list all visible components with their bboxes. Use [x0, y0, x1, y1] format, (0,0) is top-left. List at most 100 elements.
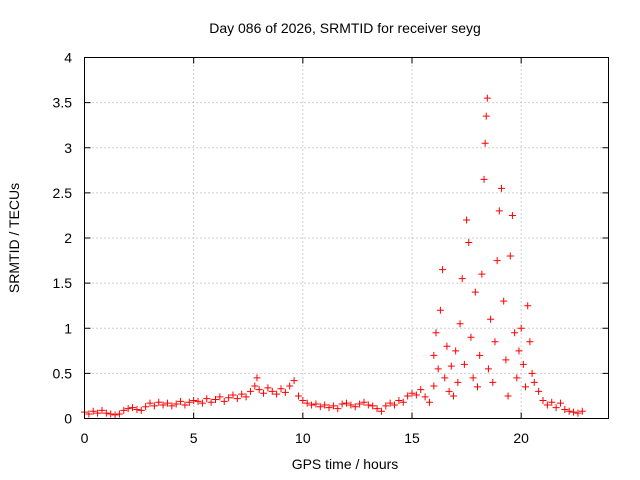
x-tick-label: 10 — [295, 430, 311, 446]
data-point — [511, 329, 519, 337]
data-point — [351, 403, 359, 411]
data-point — [102, 409, 110, 417]
data-point — [530, 378, 538, 386]
data-point — [334, 405, 342, 413]
x-tick-label: 5 — [190, 430, 198, 446]
data-point — [260, 389, 268, 397]
y-tick-labels: 0 0.5 1 1.5 2 2.5 3 3.5 4 — [53, 50, 73, 427]
data-point — [456, 320, 464, 328]
data-point — [463, 216, 471, 224]
data-point — [329, 402, 337, 410]
data-point — [467, 333, 475, 341]
data-point — [404, 392, 412, 400]
data-point — [168, 402, 176, 410]
y-tick-label: 1.5 — [53, 275, 73, 291]
x-tick-label: 20 — [513, 430, 529, 446]
data-point — [308, 401, 316, 409]
data-point — [526, 338, 534, 346]
data-point — [163, 399, 171, 407]
data-point — [251, 382, 259, 390]
data-point — [408, 389, 416, 397]
data-point — [316, 403, 324, 411]
data-point — [238, 390, 246, 398]
data-point — [85, 410, 93, 418]
data-point — [294, 392, 302, 400]
data-point — [443, 342, 451, 350]
data-point — [412, 391, 420, 399]
data-point — [493, 257, 501, 265]
data-point — [229, 391, 237, 399]
data-point — [556, 399, 564, 407]
data-point — [548, 398, 556, 406]
x-tick-labels: 0 5 10 15 20 — [81, 430, 530, 446]
data-point — [528, 369, 536, 377]
data-point — [476, 351, 484, 359]
data-point — [124, 405, 132, 413]
data-point — [120, 406, 128, 414]
data-point — [290, 377, 298, 385]
x-tick-label: 0 — [81, 430, 89, 446]
data-point — [233, 395, 241, 403]
data-point — [460, 360, 468, 368]
data-point — [498, 184, 506, 192]
data-point — [447, 362, 455, 370]
data-point — [312, 400, 320, 408]
data-points — [81, 94, 586, 419]
data-point — [277, 385, 285, 393]
data-point — [203, 395, 211, 403]
data-point — [417, 386, 425, 394]
data-point — [480, 175, 488, 183]
data-point — [98, 406, 106, 414]
data-point — [142, 403, 150, 411]
y-tick-label: 2.5 — [53, 185, 73, 201]
data-point — [255, 386, 263, 394]
y-tick-label: 3 — [64, 140, 72, 156]
data-point — [207, 398, 215, 406]
data-point — [321, 401, 329, 409]
data-point — [253, 374, 261, 382]
data-point — [449, 392, 457, 400]
data-point — [129, 404, 137, 412]
y-tick-label: 1 — [64, 320, 72, 336]
x-axis-label: GPS time / hours — [292, 456, 399, 472]
data-point — [543, 401, 551, 409]
data-point — [432, 329, 440, 337]
data-point — [364, 401, 372, 409]
data-point — [190, 396, 198, 404]
data-point — [508, 211, 516, 219]
data-point — [458, 275, 466, 283]
data-point — [246, 387, 254, 395]
data-point — [177, 397, 185, 405]
data-point — [491, 338, 499, 346]
data-point — [111, 411, 119, 419]
grid-lines — [84, 57, 609, 419]
data-point — [578, 407, 586, 415]
data-point — [347, 401, 355, 409]
data-point — [386, 399, 394, 407]
axis-ticks — [84, 57, 609, 419]
data-point — [436, 306, 444, 314]
data-point — [506, 252, 514, 260]
data-point — [425, 398, 433, 406]
data-point — [489, 378, 497, 386]
data-point — [561, 405, 569, 413]
data-point — [155, 398, 163, 406]
data-point — [552, 404, 560, 412]
data-point — [338, 400, 346, 408]
data-point — [535, 387, 543, 395]
data-point — [133, 405, 141, 413]
data-point — [89, 407, 97, 415]
y-tick-label: 0.5 — [53, 365, 73, 381]
data-point — [474, 383, 481, 391]
data-point — [212, 396, 219, 404]
data-point — [471, 288, 479, 296]
data-point — [504, 392, 512, 400]
data-point — [570, 408, 578, 416]
data-point — [369, 402, 377, 410]
data-point — [225, 394, 233, 402]
data-point — [107, 410, 115, 418]
data-point — [303, 399, 311, 407]
data-point — [487, 315, 495, 323]
x-tick-label: 15 — [404, 430, 420, 446]
